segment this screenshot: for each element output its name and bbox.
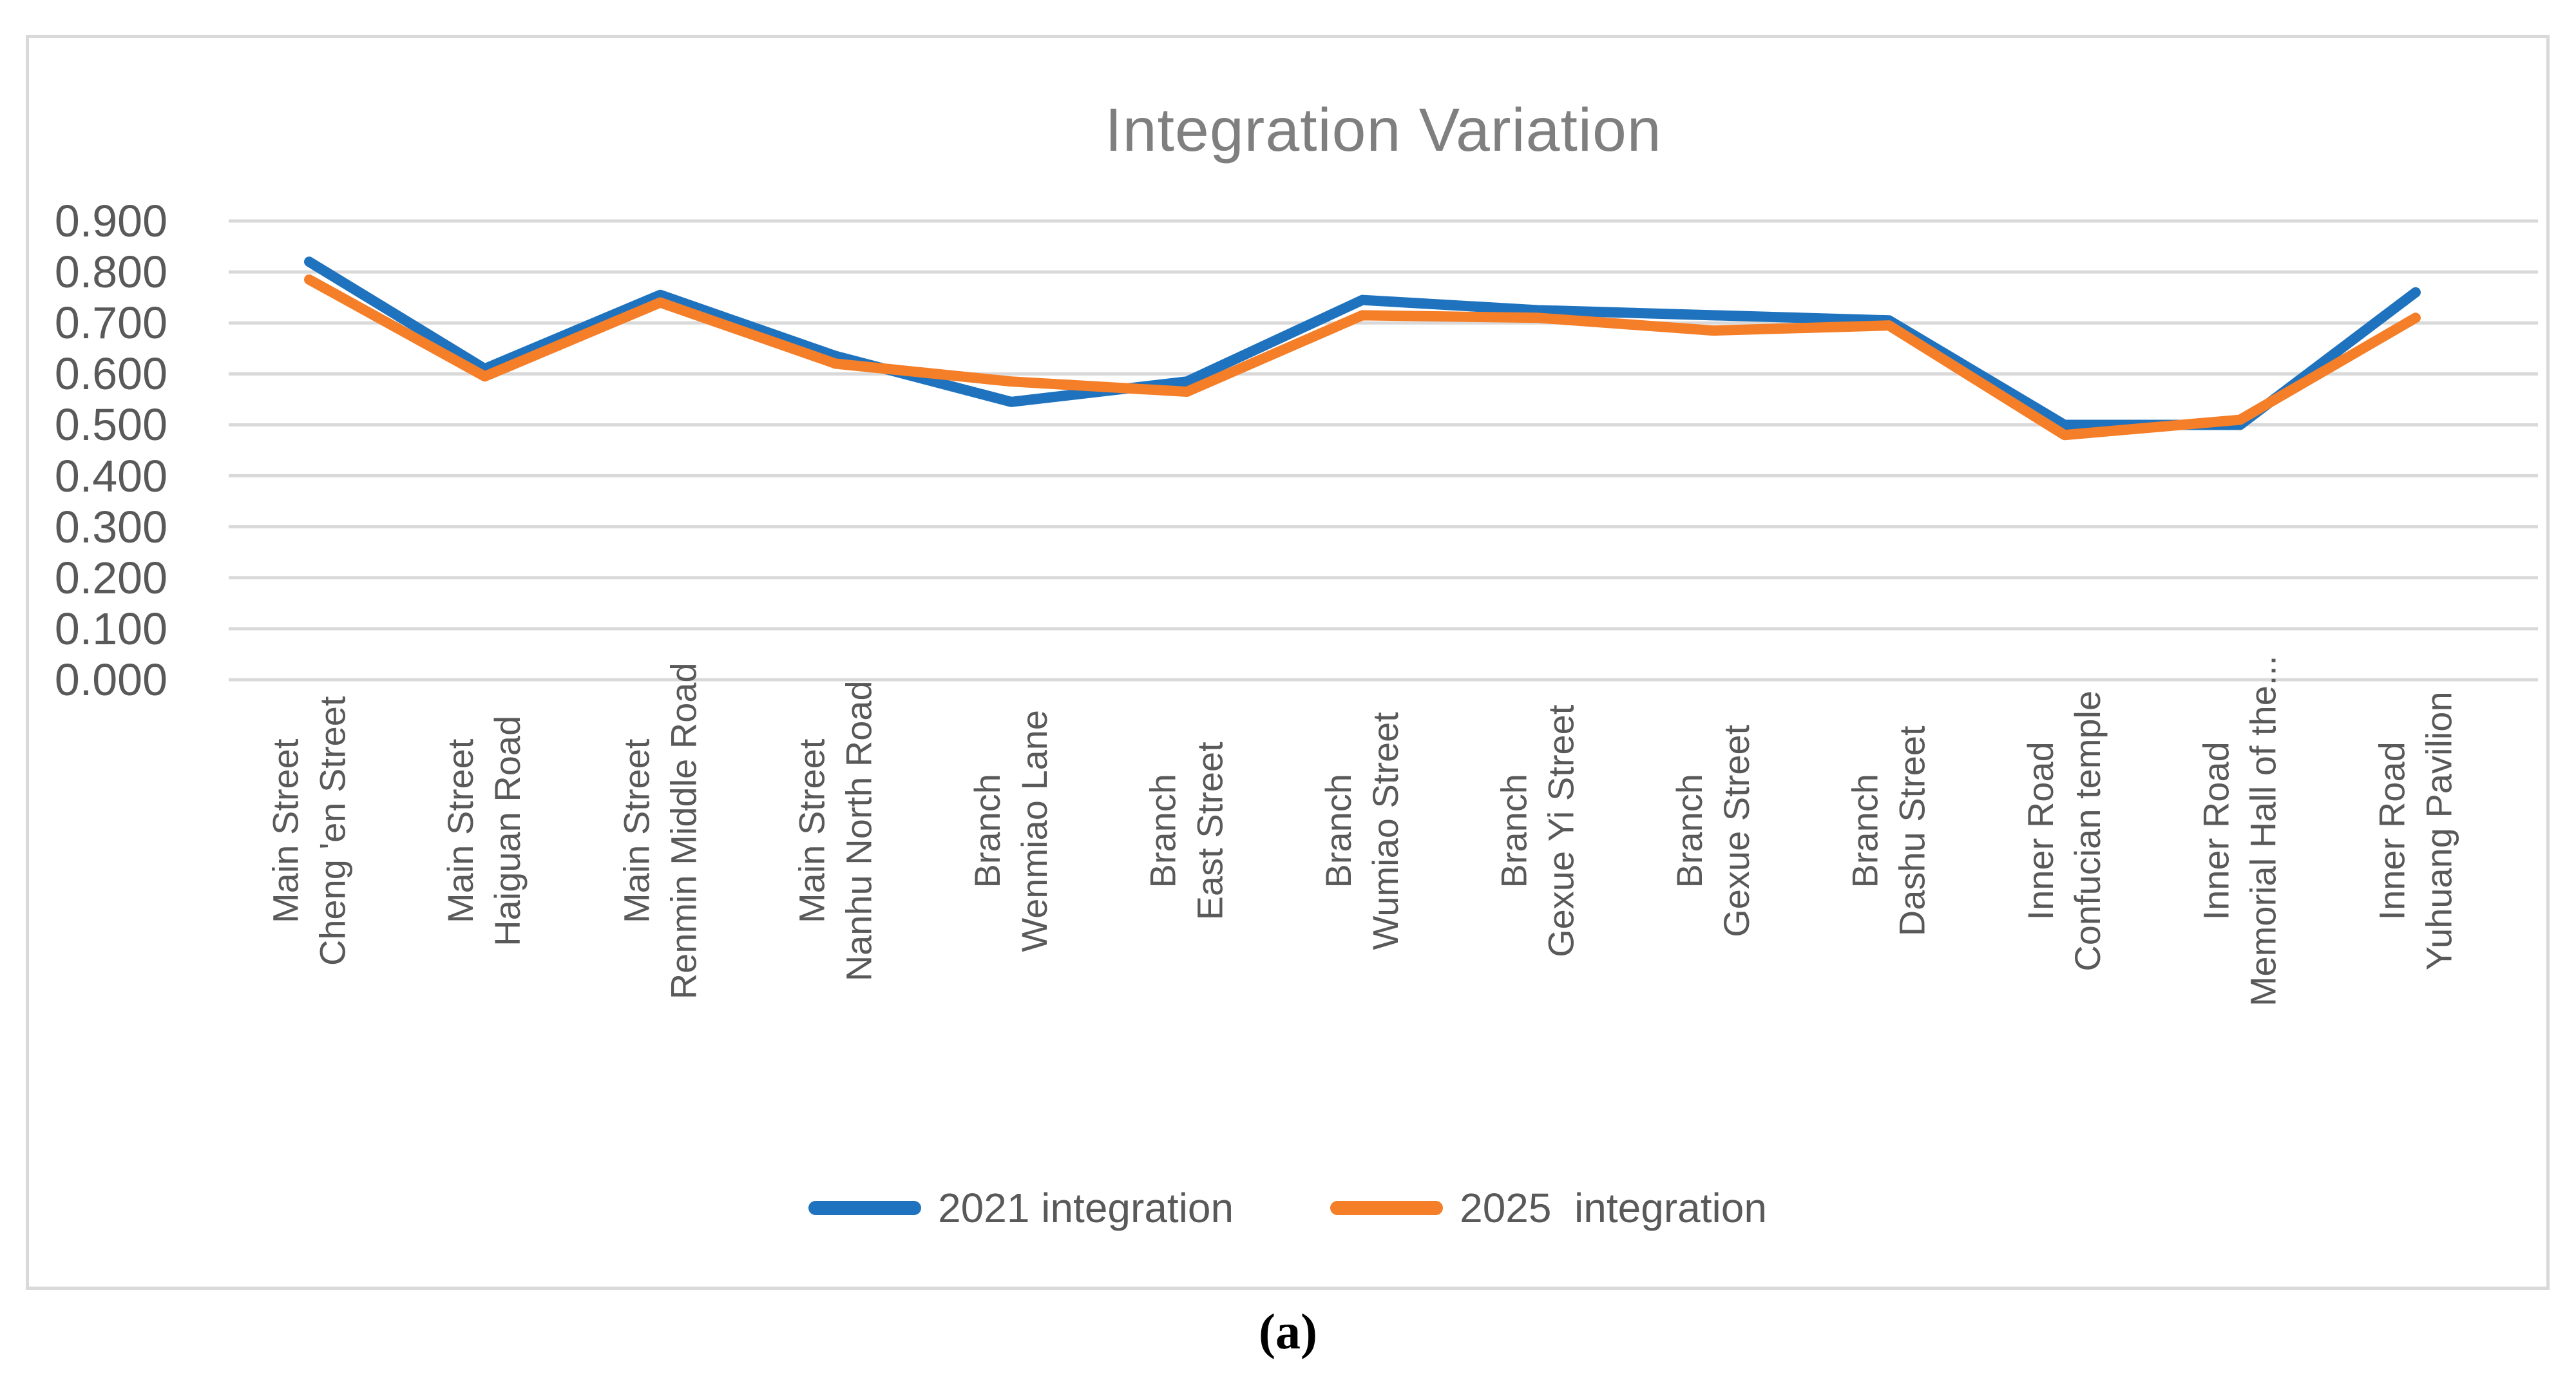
chart-title: Integration Variation — [1105, 96, 1662, 164]
legend-swatch-2021 — [808, 1201, 922, 1215]
series-line-2025 — [304, 274, 2421, 441]
y-axis-tick-label: 0.800 — [54, 247, 167, 298]
legend-swatch-2025 — [1330, 1201, 1444, 1215]
y-axis-tick-label: 0.900 — [54, 196, 167, 246]
y-axis-tick-label: 0.100 — [54, 603, 167, 654]
y-axis-tick-label: 0.000 — [54, 655, 167, 705]
legend-label-2025: 2025 integration — [1460, 1185, 1767, 1231]
y-axis-tick-label: 0.700 — [54, 298, 167, 349]
legend-item-2025: 2025 integration — [1330, 1184, 1767, 1232]
series-line-2021 — [304, 256, 2421, 430]
legend-item-2021: 2021 integration — [808, 1184, 1234, 1232]
y-axis-tick-label: 0.200 — [54, 552, 167, 603]
figure-caption: (a) — [1259, 1303, 1317, 1359]
legend: 2021 integration 2025 integration — [26, 1184, 2550, 1232]
y-axis-tick-label: 0.500 — [54, 399, 167, 450]
y-axis-tick-label: 0.600 — [54, 349, 167, 399]
legend-label-2021: 2021 integration — [938, 1185, 1234, 1231]
y-axis-tick-label: 0.400 — [54, 450, 167, 501]
y-axis-tick-label: 0.300 — [54, 501, 167, 552]
chart-frame — [26, 35, 2550, 1290]
